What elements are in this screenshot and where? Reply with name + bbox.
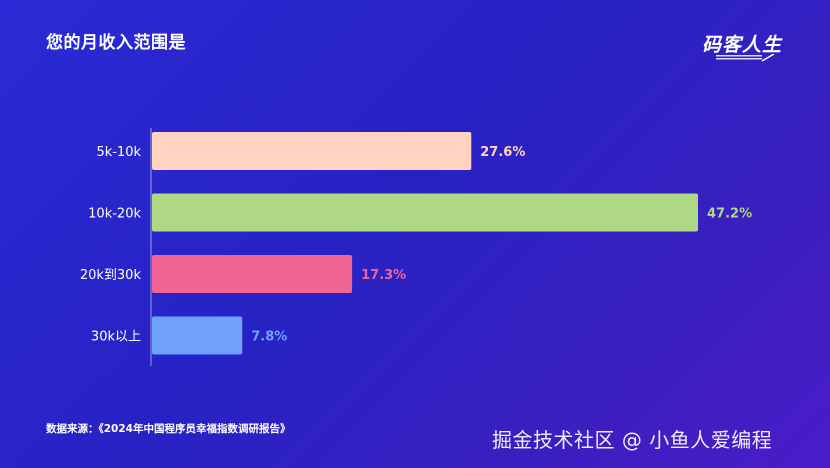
bar-0 <box>152 132 472 170</box>
value-label-0: 27.6% <box>480 145 525 160</box>
logo-text: 码客人生 <box>702 34 783 56</box>
watermark-text: 掘金技术社区 @ 小鱼人爱编程 <box>492 428 773 452</box>
brand-logo: 码客人生 <box>702 30 788 70</box>
chart-title: 您的月收入范围是 <box>46 33 186 53</box>
bar-1 <box>152 193 698 232</box>
logo-stripes-icon <box>716 54 775 62</box>
category-label-1: 10k-20k <box>88 207 141 222</box>
value-label-1: 47.2% <box>707 207 752 222</box>
data-source-note: 数据来源：《2024年中国程序员幸福指数调研报告》 <box>46 423 291 435</box>
category-label-0: 5k-10k <box>96 145 141 160</box>
category-label-3: 30k以上 <box>91 330 141 345</box>
bar-2 <box>152 255 353 293</box>
bar-3 <box>152 316 243 355</box>
category-label-2: 20k到30k <box>80 268 142 283</box>
value-label-2: 17.3% <box>361 268 406 283</box>
value-label-3: 7.8% <box>251 330 287 345</box>
